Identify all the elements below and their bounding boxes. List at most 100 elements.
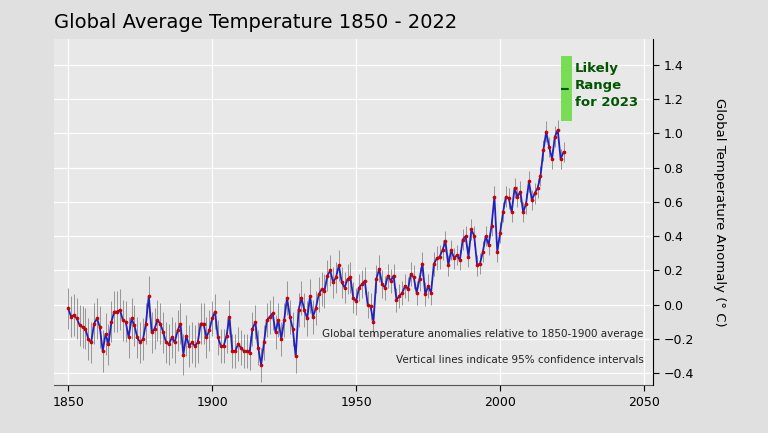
Point <box>339 284 351 291</box>
Point <box>108 308 121 315</box>
Point <box>399 282 411 289</box>
Point <box>76 323 88 330</box>
Point <box>528 190 541 197</box>
Point <box>336 279 348 286</box>
Point <box>479 233 492 239</box>
Point <box>494 229 506 236</box>
Point <box>223 313 236 320</box>
Point <box>416 260 429 267</box>
Point <box>99 330 111 337</box>
Point <box>517 209 529 216</box>
Point <box>370 275 382 282</box>
Point <box>554 155 567 162</box>
Point <box>307 313 319 320</box>
Point <box>508 185 521 192</box>
Point <box>180 332 192 339</box>
Point <box>240 348 253 355</box>
Point <box>393 293 406 300</box>
Point <box>462 253 475 260</box>
Point <box>154 320 167 327</box>
Point <box>151 317 164 324</box>
Point <box>456 236 468 243</box>
Point <box>183 343 195 349</box>
Point <box>62 305 74 312</box>
Point <box>186 339 198 346</box>
Point <box>258 339 270 346</box>
Point <box>163 341 175 348</box>
Point <box>237 348 250 355</box>
Point <box>546 155 558 162</box>
Point <box>511 193 524 200</box>
Point <box>379 284 391 291</box>
Point <box>286 325 299 332</box>
Point <box>413 275 425 282</box>
Point <box>330 274 343 281</box>
Point <box>540 128 552 135</box>
Point <box>350 298 362 305</box>
Text: Likely
Range
for 2023: Likely Range for 2023 <box>575 62 638 109</box>
Point <box>485 223 498 229</box>
Point <box>431 255 443 262</box>
Point <box>410 289 422 296</box>
Point <box>125 315 137 322</box>
Point <box>283 313 296 320</box>
Point <box>459 233 472 239</box>
Point <box>362 301 374 308</box>
Point <box>68 312 80 319</box>
Point <box>177 351 190 358</box>
Point <box>551 126 564 133</box>
Point <box>79 325 91 332</box>
Point <box>65 313 77 320</box>
Point <box>543 144 555 151</box>
Point <box>272 317 284 324</box>
Point <box>88 320 100 327</box>
Point <box>523 178 535 185</box>
Point <box>367 318 379 325</box>
Point <box>502 195 515 202</box>
Point <box>310 305 322 312</box>
Point <box>111 308 123 315</box>
Point <box>263 313 276 320</box>
Point <box>537 147 549 154</box>
Point <box>419 291 432 298</box>
Text: Global Average Temperature 1850 - 2022: Global Average Temperature 1850 - 2022 <box>54 13 457 32</box>
Point <box>143 293 155 300</box>
Point <box>548 133 561 140</box>
Point <box>525 197 538 204</box>
Point <box>298 307 310 313</box>
Point <box>531 185 544 192</box>
Point <box>290 353 302 360</box>
Point <box>376 281 388 288</box>
Point <box>341 275 353 282</box>
Point <box>558 149 570 155</box>
Point <box>454 257 466 264</box>
Point <box>114 307 126 313</box>
Point <box>448 255 460 262</box>
Point <box>293 307 305 313</box>
Point <box>189 343 201 349</box>
Point <box>477 248 489 255</box>
Point <box>436 246 449 253</box>
Point <box>514 188 526 195</box>
Point <box>134 339 146 346</box>
Point <box>275 336 287 343</box>
Point <box>520 200 532 207</box>
Point <box>387 272 399 279</box>
Point <box>82 336 94 343</box>
Bar <box>561 56 572 121</box>
Point <box>382 272 394 279</box>
Point <box>313 291 325 298</box>
Text: Global temperature anomalies relative to 1850-1900 average: Global temperature anomalies relative to… <box>323 329 644 339</box>
Point <box>229 348 241 355</box>
Point <box>396 289 409 296</box>
Point <box>316 286 328 293</box>
Point <box>71 315 83 322</box>
Point <box>353 284 365 291</box>
Point <box>255 361 267 368</box>
Point <box>117 317 129 324</box>
Point <box>324 267 336 274</box>
Point <box>74 322 86 329</box>
Point <box>168 339 180 346</box>
Point <box>200 334 213 341</box>
Point <box>247 325 259 332</box>
